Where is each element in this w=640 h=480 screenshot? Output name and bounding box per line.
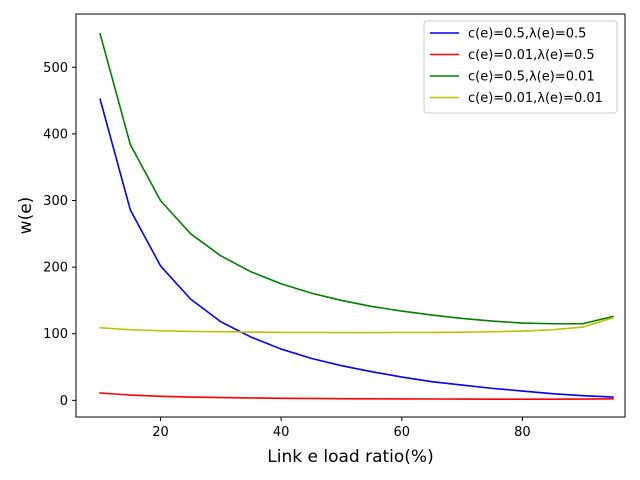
legend-label-4: c(e)=0.01,λ(e)=0.01 (468, 91, 603, 106)
series-line-4 (99, 316, 614, 334)
y-tick-label: 300 (43, 194, 68, 209)
x-axis-label: Link e load ratio(%) (267, 447, 433, 467)
x-axis-ticks: 20 40 60 80 (152, 417, 531, 440)
x-tick-label: 40 (273, 425, 290, 440)
y-tick-label: 0 (60, 394, 68, 409)
series-line-1 (99, 98, 614, 398)
x-tick-label: 20 (152, 425, 169, 440)
y-tick-label: 400 (43, 127, 68, 142)
legend-box (423, 20, 618, 114)
x-tick-label: 80 (514, 425, 531, 440)
legend-label-2: c(e)=0.01,λ(e)=0.5 (468, 48, 595, 63)
legend-label-3: c(e)=0.5,λ(e)=0.01 (468, 70, 595, 85)
series-line-2 (99, 392, 614, 400)
y-tick-label: 100 (43, 327, 68, 342)
y-axis-ticks: 0 100 200 300 400 500 (43, 61, 76, 409)
series-line-3 (99, 32, 614, 325)
y-axis-label: w(e) (16, 197, 36, 235)
legend: c(e)=0.5,λ(e)=0.5 c(e)=0.01,λ(e)=0.5 c(e)=… (423, 20, 618, 114)
x-tick-label: 60 (394, 425, 411, 440)
series-layer (99, 32, 614, 400)
y-tick-label: 500 (43, 61, 68, 76)
legend-label-1: c(e)=0.5,λ(e)=0.5 (468, 27, 586, 42)
y-tick-label: 200 (43, 261, 68, 276)
